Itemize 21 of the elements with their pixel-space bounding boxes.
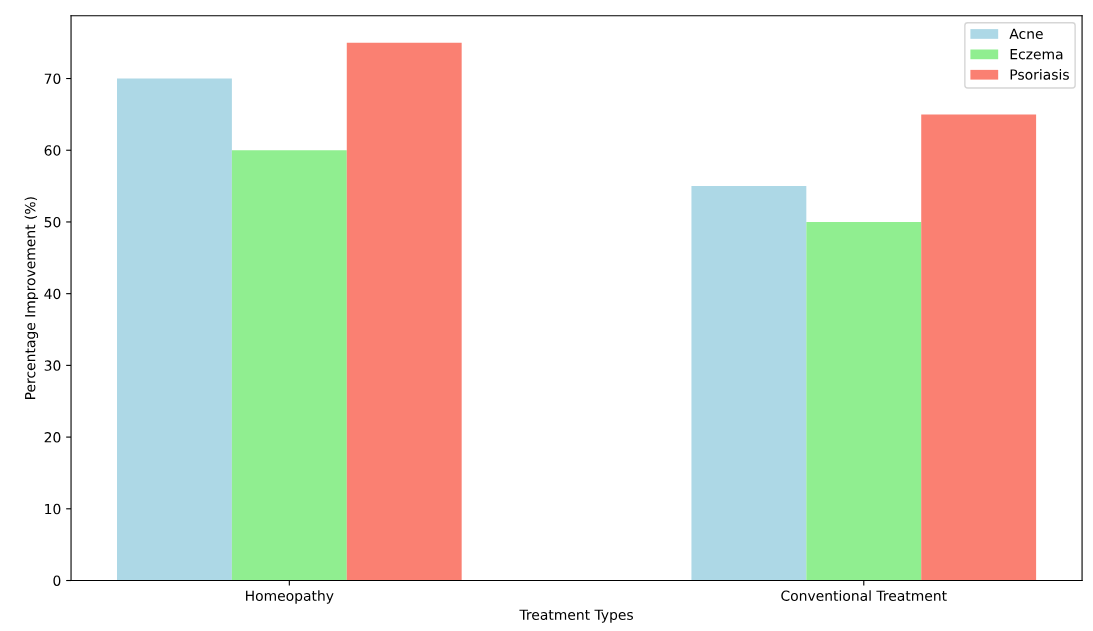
y-tick-label: 10 (45, 503, 61, 515)
x-tick-label: Homeopathy (246, 590, 334, 604)
bar (117, 78, 232, 581)
y-tick-label: 60 (44, 145, 61, 156)
x-tick-label: Conventional Treatment (781, 590, 947, 601)
y-tick-label: 70 (44, 73, 61, 84)
legend-label: Psoriasis (1010, 69, 1069, 80)
y-tick-label: 0 (53, 575, 61, 586)
legend-label: Acne (1009, 28, 1043, 40)
x-axis-title: Treatment Types (519, 609, 633, 623)
legend-label: Eczema (1010, 49, 1063, 60)
bar (921, 114, 1037, 581)
y-tick-label: 50 (44, 216, 61, 228)
bar (346, 42, 462, 581)
y-tick-label: 40 (44, 288, 61, 300)
y-axis-title: Percentage Improvement (%) (24, 197, 39, 399)
y-tick-label: 30 (44, 360, 61, 371)
bar (691, 186, 807, 581)
bar (806, 221, 922, 581)
bar (231, 150, 347, 581)
y-tick-label: 20 (44, 432, 61, 443)
